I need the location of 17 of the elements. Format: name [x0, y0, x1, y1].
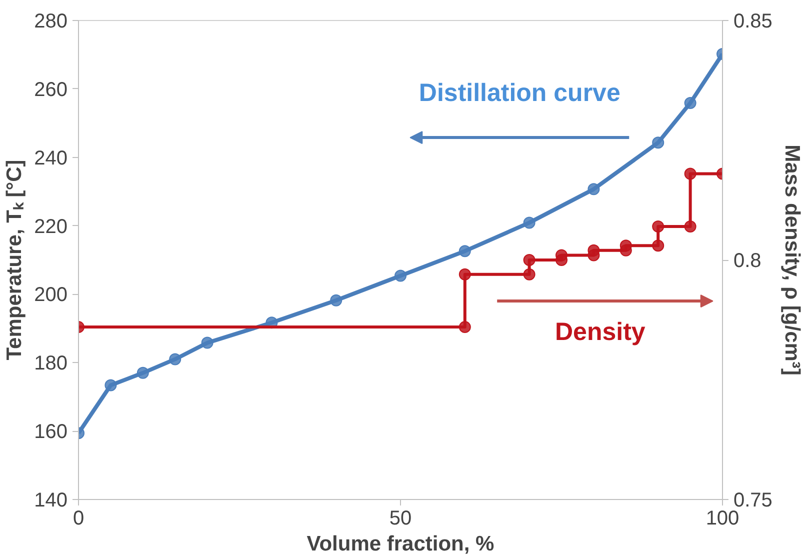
annotation: Distillation curve — [418, 79, 620, 108]
y-tick-label: 200 — [34, 284, 68, 306]
y-axis-title: Temperature, Tₖ [°C] — [3, 160, 26, 360]
y-tick-label: 280 — [34, 10, 68, 32]
y-tick-label: 220 — [34, 216, 68, 238]
y2-axis-title: Mass density, ρ [g/cm³] — [780, 144, 804, 376]
y-tick-label: 260 — [34, 78, 68, 101]
y-tick-label: 160 — [34, 421, 68, 444]
x-tick-label: 0 — [72, 508, 84, 530]
y-tick-label: 180 — [34, 352, 68, 375]
y2-tick-label: 0.85 — [734, 10, 772, 32]
y-tick-label: 240 — [34, 147, 68, 170]
y-tick-label: 140 — [34, 490, 68, 512]
x-tick-label: 50 — [389, 508, 412, 530]
annotation: Density — [554, 318, 646, 346]
y2-tick-label: 0.8 — [734, 250, 762, 272]
x-axis-title: Volume fraction, % — [306, 532, 495, 556]
